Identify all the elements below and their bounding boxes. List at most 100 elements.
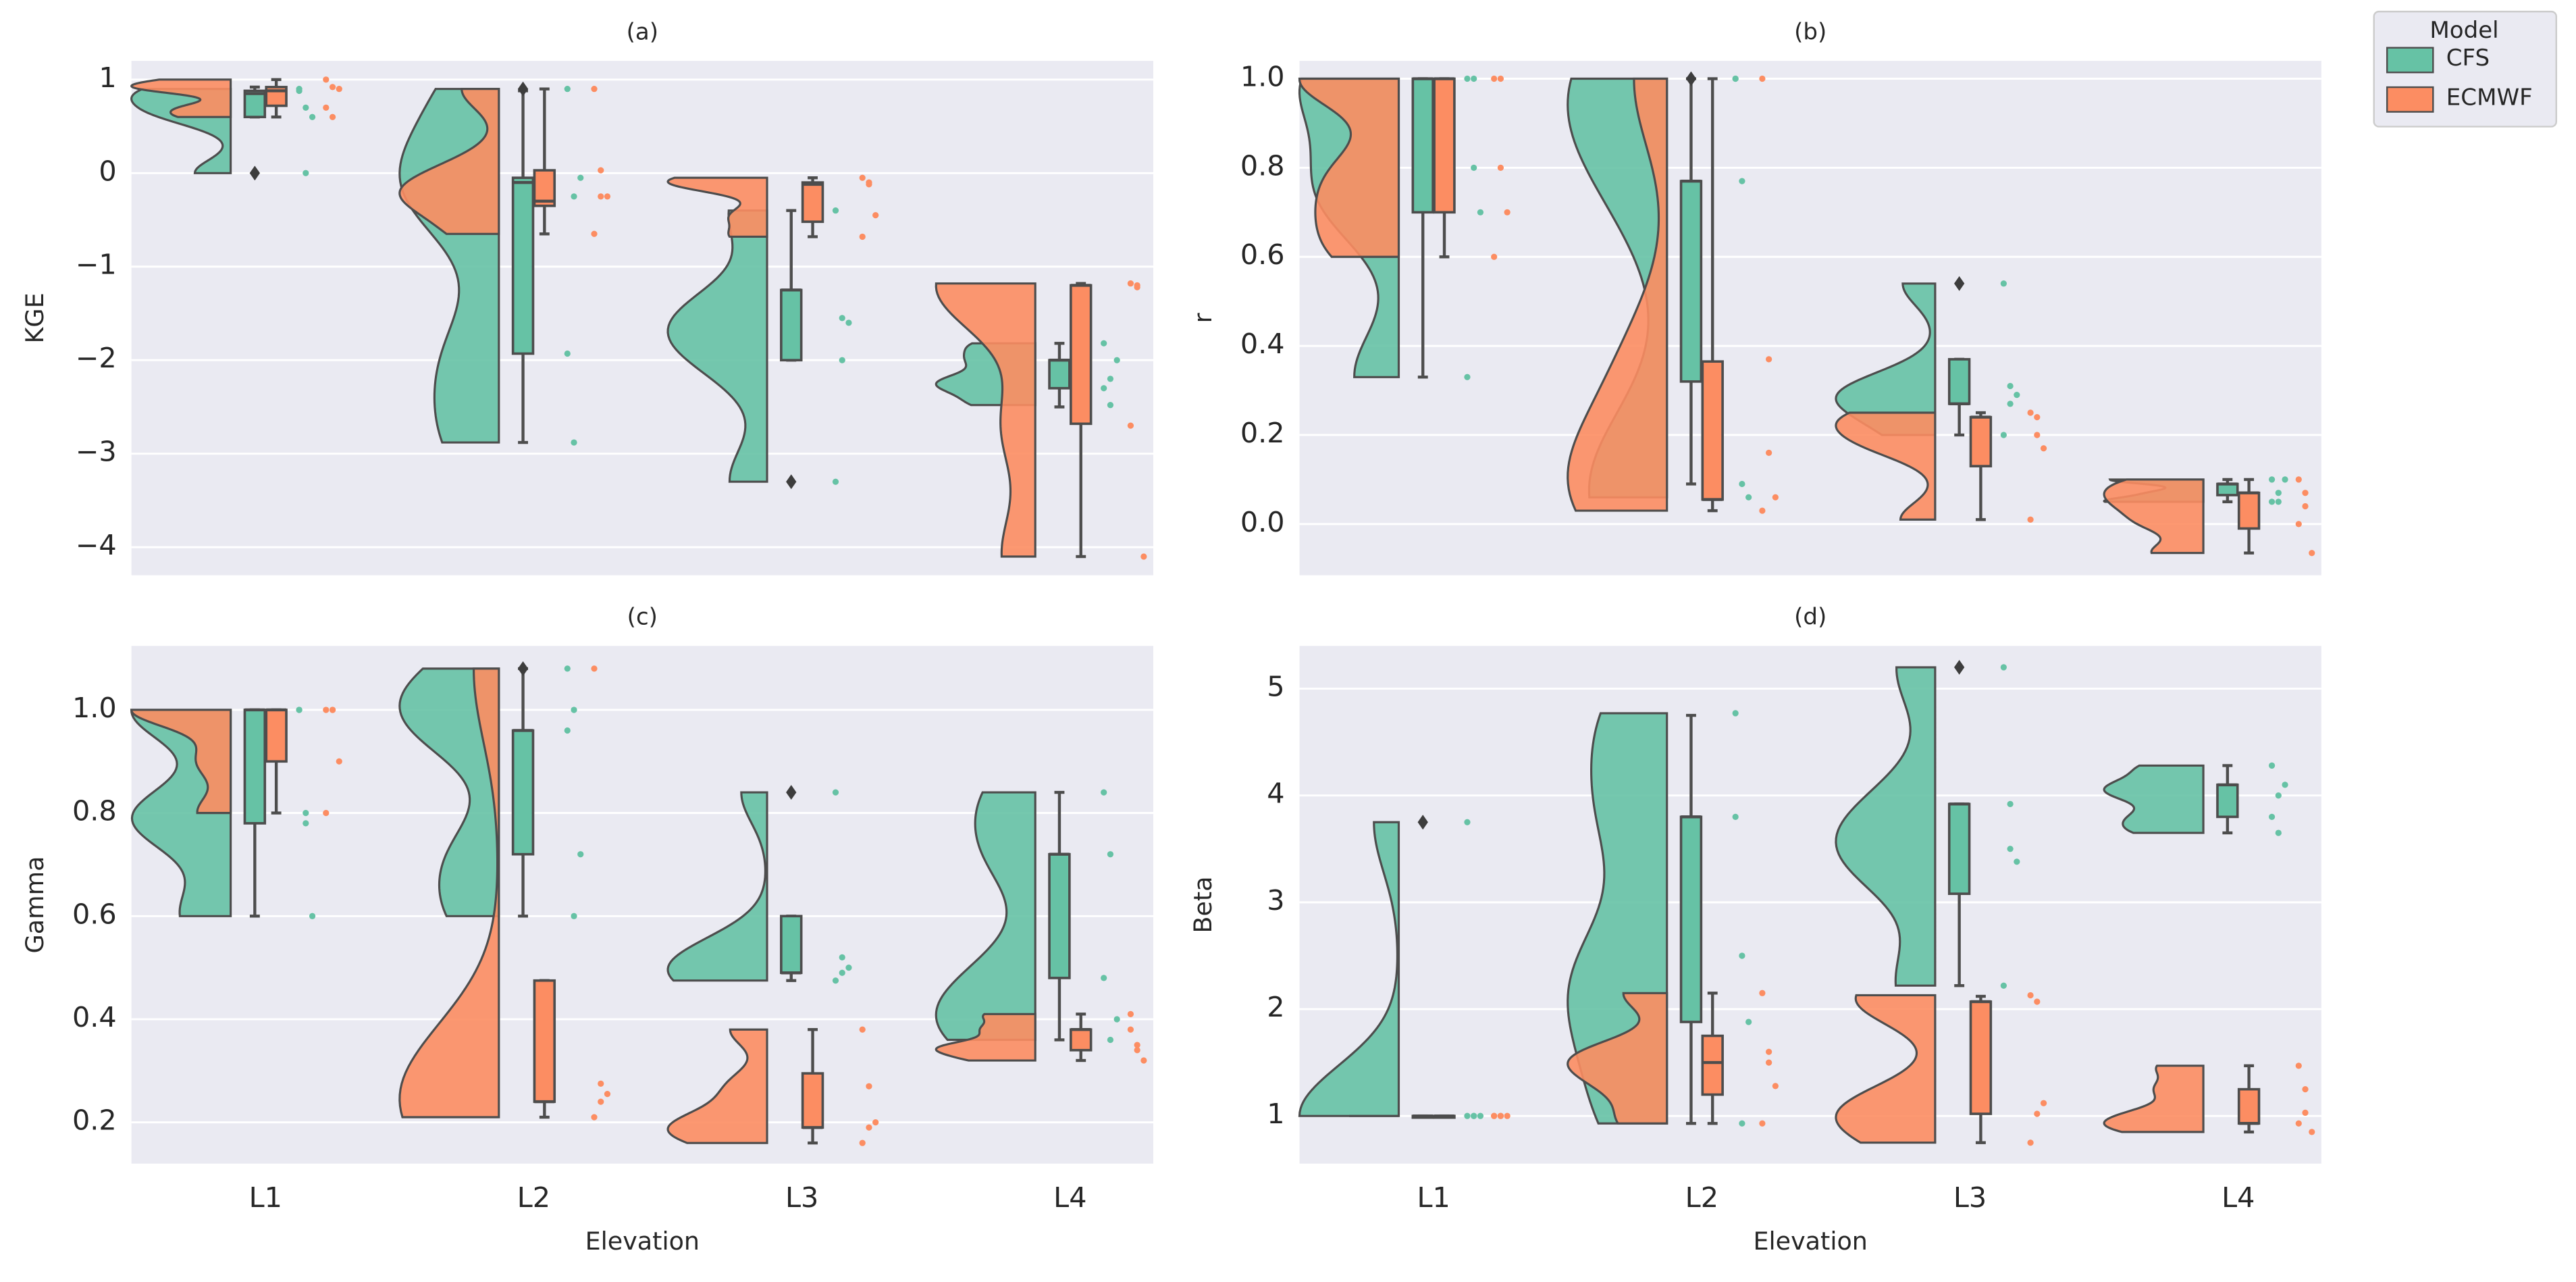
strip-point xyxy=(2275,792,2282,799)
strip-point xyxy=(2034,1110,2041,1117)
y-tick-label: 0.8 xyxy=(72,795,117,827)
box xyxy=(1070,284,1093,426)
strip-point xyxy=(845,965,852,971)
strip-point xyxy=(591,86,598,93)
y-tick-label: 1 xyxy=(1267,1098,1284,1130)
strip-point xyxy=(2295,521,2302,528)
strip-point xyxy=(866,1124,872,1131)
strip-point xyxy=(1471,75,1477,82)
strip-point xyxy=(1739,480,1745,488)
outlier xyxy=(786,474,797,490)
strip-point xyxy=(1101,789,1107,796)
panel-title: (c) xyxy=(627,603,658,630)
violin xyxy=(1567,992,1668,1125)
box xyxy=(1947,358,1971,405)
marks xyxy=(1298,659,2315,1146)
strip-point xyxy=(1491,253,1498,260)
strip-point xyxy=(309,113,316,120)
strip-point xyxy=(2014,392,2020,399)
box xyxy=(1679,815,1703,1023)
strip-point xyxy=(604,1091,611,1098)
strip-point xyxy=(2007,401,2014,407)
strip-point xyxy=(2007,382,2014,390)
strip-point xyxy=(1140,553,1147,560)
legend-swatch xyxy=(2386,47,2434,74)
strip-point xyxy=(1772,494,1779,501)
box xyxy=(243,89,267,119)
y-tick-label: 0.0 xyxy=(1240,506,1285,538)
strip-point xyxy=(1101,340,1107,347)
strip-point xyxy=(1766,449,1772,456)
panel-title: (d) xyxy=(1794,603,1826,630)
x-tick-label: L1 xyxy=(249,1181,282,1214)
violin xyxy=(935,1012,1036,1062)
strip-point xyxy=(2268,813,2276,820)
strip-point xyxy=(577,174,584,181)
outlier xyxy=(517,81,529,97)
strip-point xyxy=(323,76,330,83)
y-tick-label: 1.0 xyxy=(1240,61,1285,93)
strip-point xyxy=(571,913,577,919)
strip-point xyxy=(832,977,839,984)
strip-point xyxy=(591,1114,598,1121)
strip-point xyxy=(598,167,604,174)
box xyxy=(2216,482,2239,496)
outlier xyxy=(1953,659,1965,675)
panel-title: (a) xyxy=(627,18,658,45)
strip-point xyxy=(591,665,598,672)
outlier xyxy=(517,661,529,676)
x-axis-label: Elevation xyxy=(1753,1227,1867,1256)
y-axis-label: Gamma xyxy=(20,856,49,953)
x-tick-label: L1 xyxy=(1417,1181,1450,1214)
strip-point xyxy=(2000,664,2007,671)
violin xyxy=(1567,77,1668,512)
strip-point xyxy=(1504,1112,1510,1119)
x-tick-label: L2 xyxy=(517,1181,550,1214)
strip-point xyxy=(1107,851,1114,858)
y-tick-label: −4 xyxy=(76,529,117,561)
y-tick-label: 3 xyxy=(1267,884,1284,917)
strip-point xyxy=(604,193,611,200)
violin xyxy=(1835,282,1937,436)
strip-point xyxy=(2302,490,2309,496)
strip-point xyxy=(2000,432,2007,438)
strip-point xyxy=(1127,280,1134,287)
strip-point xyxy=(2309,1129,2315,1135)
strip-point xyxy=(598,1098,604,1105)
legend-label: ECMWF xyxy=(2446,84,2533,111)
strip-point xyxy=(1471,164,1477,172)
strip-point xyxy=(839,954,845,960)
strip-point xyxy=(859,1026,866,1033)
violin xyxy=(666,209,768,483)
box xyxy=(1701,360,1724,501)
y-tick-label: 0.6 xyxy=(1240,238,1285,271)
strip-point xyxy=(2268,498,2276,505)
strip-point xyxy=(2014,858,2020,865)
strip-point xyxy=(1477,1112,1484,1119)
violin xyxy=(666,791,768,982)
outlier xyxy=(249,165,261,181)
y-tick-label: 1.0 xyxy=(72,692,117,724)
strip-point xyxy=(1739,952,1745,959)
strip-point xyxy=(329,84,336,91)
strip-point xyxy=(872,1119,879,1126)
box xyxy=(243,709,267,825)
strip-point xyxy=(1745,494,1752,501)
box xyxy=(1048,852,1071,979)
strip-point xyxy=(2302,1109,2309,1117)
strip-point xyxy=(2000,982,2007,989)
strip-point xyxy=(1739,1120,1745,1127)
strip-point xyxy=(296,87,303,95)
box xyxy=(1411,77,1434,214)
strip-point xyxy=(1497,1112,1504,1119)
strip-point xyxy=(1497,75,1504,82)
strip-point xyxy=(1107,402,1114,409)
strip-point xyxy=(2007,800,2014,807)
box xyxy=(265,709,288,763)
strip-point xyxy=(1464,374,1471,380)
strip-point xyxy=(571,193,577,200)
violin xyxy=(130,709,232,815)
violin xyxy=(935,282,1036,558)
strip-point xyxy=(1739,178,1745,184)
box xyxy=(1433,77,1456,214)
